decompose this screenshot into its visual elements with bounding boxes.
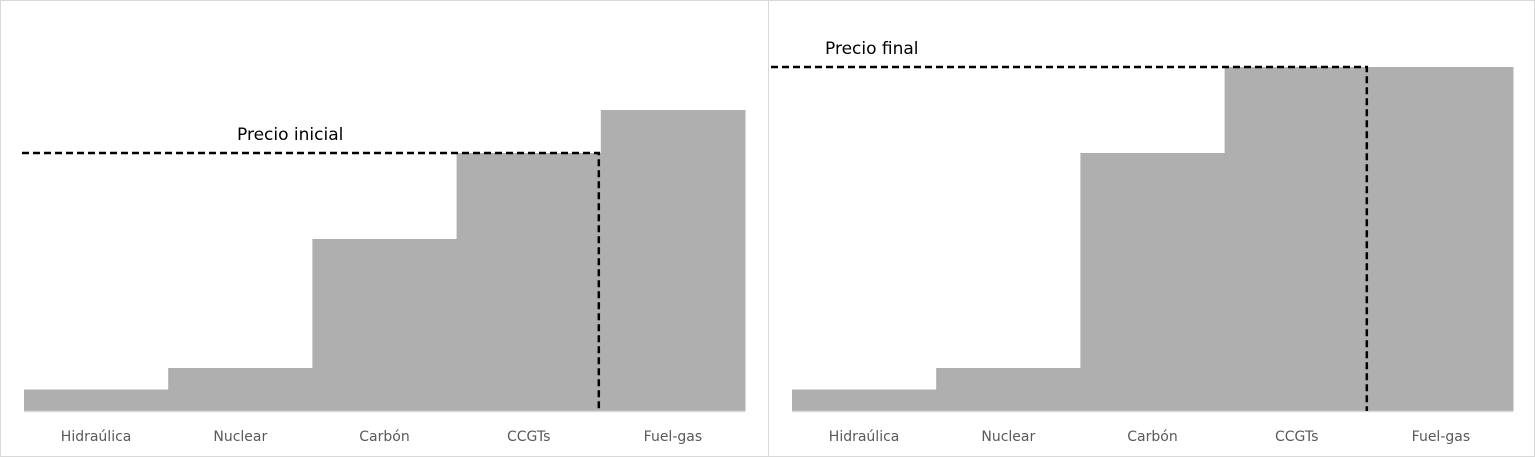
right-bar-nuclear [936, 368, 1081, 411]
left-tick-label: Nuclear [213, 429, 267, 445]
right-bar-ccgts [1224, 67, 1370, 411]
right-bar-fuel-gas [1368, 67, 1514, 411]
right-tick-label: Hidraúlica [829, 429, 900, 445]
right-tick-label: Carbón [1127, 429, 1177, 445]
left-tick-label: Carbón [359, 429, 409, 445]
right-tick-label: Nuclear [981, 429, 1035, 445]
left-tick-label: Hidraúlica [61, 429, 132, 445]
left-chart-price-annotation: Precio inicial [237, 125, 343, 145]
left-bar-carb-n [312, 239, 458, 411]
left-bar-ccgts [456, 153, 602, 411]
left-bar-hidra-lica [24, 389, 169, 411]
right-bar-hidra-lica [792, 389, 937, 411]
right-chart-bars [792, 67, 1514, 411]
left-bar-fuel-gas [600, 110, 746, 411]
right-bar-carb-n [1080, 153, 1226, 411]
right-tick-label: Fuel-gas [1412, 429, 1470, 445]
left-chart-tick-labels: Hidraúlica Nuclear Carbón CCGTs Fuel-gas [61, 429, 702, 445]
left-tick-label: CCGTs [507, 429, 550, 445]
left-tick-label: Fuel-gas [644, 429, 702, 445]
left-chart: Hidraúlica Nuclear Carbón CCGTs Fuel-gas Pre… [22, 110, 746, 445]
left-chart-bars [24, 110, 746, 411]
right-chart-tick-labels: Hidraúlica Nuclear Carbón CCGTs Fuel-gas [829, 429, 1470, 445]
right-chart-price-line [771, 65, 1369, 411]
left-bar-nuclear [168, 368, 313, 411]
left-chart-price-line [22, 151, 601, 411]
right-chart: Hidraúlica Nuclear Carbón CCGTs Fuel-gas Pre… [771, 39, 1514, 445]
right-chart-price-annotation: Precio final [825, 39, 919, 59]
right-tick-label: CCGTs [1275, 429, 1318, 445]
